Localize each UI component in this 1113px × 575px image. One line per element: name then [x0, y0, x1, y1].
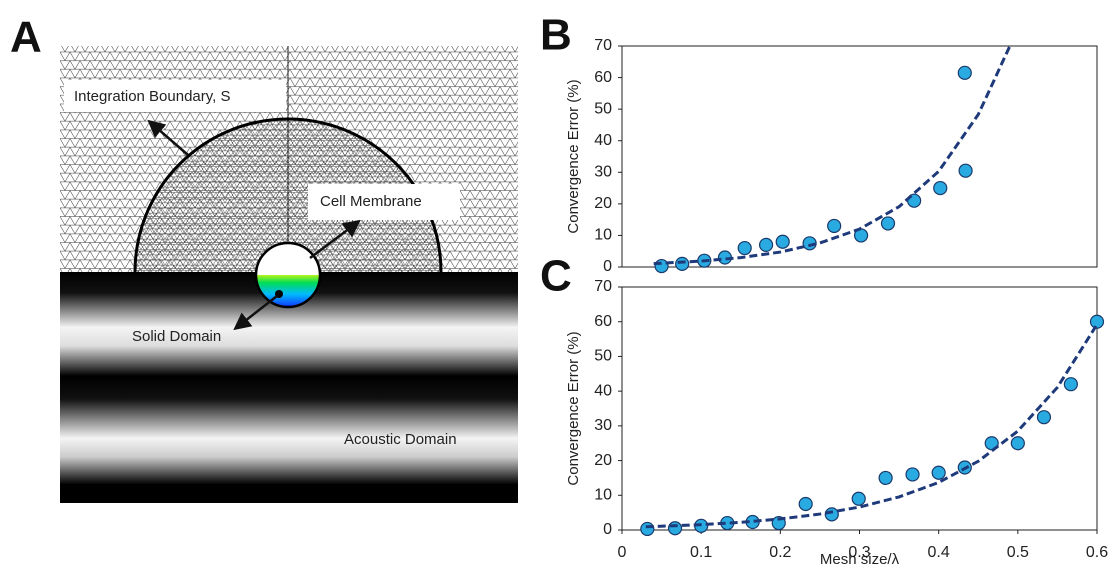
- point: [1063, 377, 1078, 392]
- x-tick-label: 0: [618, 544, 627, 561]
- point: [1036, 410, 1052, 425]
- y-tick-label: 10: [594, 227, 612, 244]
- fit-line: [653, 46, 1012, 266]
- y-tick-label: 20: [594, 452, 612, 469]
- x-axis-label: Mesh size/λ: [820, 551, 900, 568]
- y-tick-label: 60: [594, 69, 612, 86]
- point: [880, 216, 896, 231]
- x-tick-label: 0.3: [848, 544, 870, 561]
- point: [1089, 314, 1105, 329]
- y-tick-label: 0: [603, 258, 612, 275]
- x-tick-label: 0.5: [1007, 544, 1029, 561]
- y-tick-label: 20: [594, 195, 612, 212]
- annotation: Acoustic Domain: [344, 431, 457, 448]
- point: [1010, 436, 1025, 451]
- y-tick-label: 70: [594, 37, 612, 54]
- x-tick-label: 0.6: [1086, 544, 1108, 561]
- acoustic-field: [60, 272, 518, 503]
- annotation: Cell Membrane: [320, 193, 422, 210]
- fit-line: [645, 323, 1097, 529]
- point: [775, 234, 790, 249]
- point: [675, 256, 690, 271]
- annotation: Solid Domain: [132, 328, 221, 345]
- charts: B 0 10 20 30 40 50 60 70 Convergence Error (%) C 0 1…: [540, 11, 1108, 568]
- cell-membrane: [254, 241, 322, 309]
- plot-frame: [621, 45, 1098, 268]
- y-tick-label: 50: [594, 100, 612, 117]
- point: [758, 237, 774, 252]
- label-box: [308, 184, 460, 220]
- x-tick-label: 0.4: [928, 544, 950, 561]
- panel-label: C: [540, 252, 572, 301]
- panel-label: B: [540, 11, 572, 60]
- point: [802, 236, 817, 251]
- panel-label: A: [10, 13, 42, 62]
- y-tick-label: 10: [594, 487, 612, 504]
- annotation: Integration Boundary, S: [74, 88, 231, 105]
- point: [933, 180, 948, 196]
- point: [957, 65, 972, 80]
- point: [824, 507, 839, 522]
- point: [905, 467, 920, 482]
- y-tick-label: 0: [603, 521, 612, 538]
- point: [878, 470, 893, 486]
- label-box: [64, 80, 286, 112]
- point: [958, 163, 973, 178]
- y-tick-label: 50: [594, 348, 612, 365]
- y-axis-label: Convergence Error (%): [565, 331, 582, 485]
- point: [851, 491, 866, 506]
- point: [827, 218, 842, 234]
- point: [931, 465, 946, 480]
- point: [640, 521, 655, 537]
- arrow: [233, 295, 278, 331]
- y-tick-label: 40: [594, 132, 612, 149]
- arrow: [309, 219, 361, 259]
- y-tick-label: 70: [594, 278, 612, 295]
- y-tick-label: 40: [594, 382, 612, 399]
- y-tick-label: 30: [594, 164, 612, 181]
- y-axis-label: Convergence Error (%): [565, 79, 582, 233]
- x-tick-label: 0.2: [769, 544, 791, 561]
- y-tick-label: 60: [594, 313, 612, 330]
- point: [737, 240, 752, 256]
- point: [667, 521, 683, 536]
- y-tick-label: 30: [594, 417, 612, 434]
- point: [798, 496, 813, 512]
- x-tick-label: 0.1: [690, 544, 712, 561]
- arrow: [147, 119, 189, 156]
- panel-a: A Integration Boundary, S Cell Membrane …: [10, 13, 518, 503]
